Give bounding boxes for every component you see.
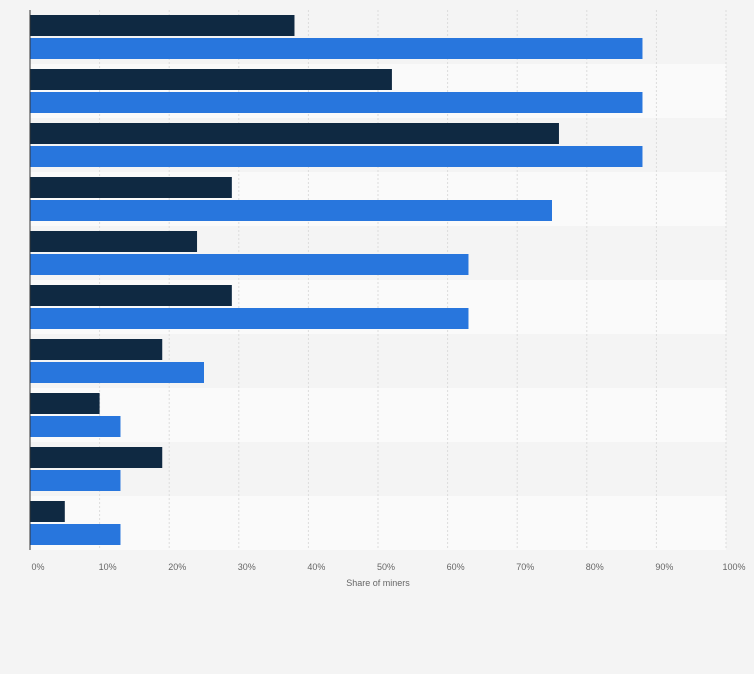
x-tick-label: 80% bbox=[586, 562, 604, 572]
x-tick-label: 70% bbox=[516, 562, 534, 572]
bar-series-2 bbox=[30, 470, 121, 491]
x-tick-label: 90% bbox=[655, 562, 673, 572]
bars bbox=[30, 15, 643, 545]
bar-series-1 bbox=[30, 177, 232, 198]
bar-series-2 bbox=[30, 308, 469, 329]
x-tick-label: 40% bbox=[307, 562, 325, 572]
x-tick-label: 50% bbox=[377, 562, 395, 572]
bar-series-2 bbox=[30, 92, 643, 113]
bar-series-1 bbox=[30, 393, 100, 414]
x-tick-label: 60% bbox=[447, 562, 465, 572]
bar-series-1 bbox=[30, 285, 232, 306]
x-tick-label: 100% bbox=[722, 562, 745, 572]
x-tick-label: 20% bbox=[168, 562, 186, 572]
bar-series-2 bbox=[30, 200, 552, 221]
x-axis-title: Share of miners bbox=[346, 578, 410, 588]
bar-series-1 bbox=[30, 231, 198, 252]
bar-series-2 bbox=[30, 416, 121, 437]
bar-series-1 bbox=[30, 501, 65, 522]
bar-series-1 bbox=[30, 339, 163, 360]
x-tick-labels: 0% 10% 20% 30% 40% 50% 60% 70% 80% 90% 100% bbox=[31, 562, 745, 572]
bar-series-2 bbox=[30, 362, 204, 383]
x-tick-label: 30% bbox=[238, 562, 256, 572]
x-tick-label: 10% bbox=[99, 562, 117, 572]
bar-series-1 bbox=[30, 69, 392, 90]
bar-series-2 bbox=[30, 254, 469, 275]
bar-series-1 bbox=[30, 123, 559, 144]
bar-series-2 bbox=[30, 38, 643, 59]
bar-series-2 bbox=[30, 146, 643, 167]
x-tick-label: 0% bbox=[31, 562, 44, 572]
bar-series-2 bbox=[30, 524, 121, 545]
bar-series-1 bbox=[30, 15, 295, 36]
bar-series-1 bbox=[30, 447, 163, 468]
